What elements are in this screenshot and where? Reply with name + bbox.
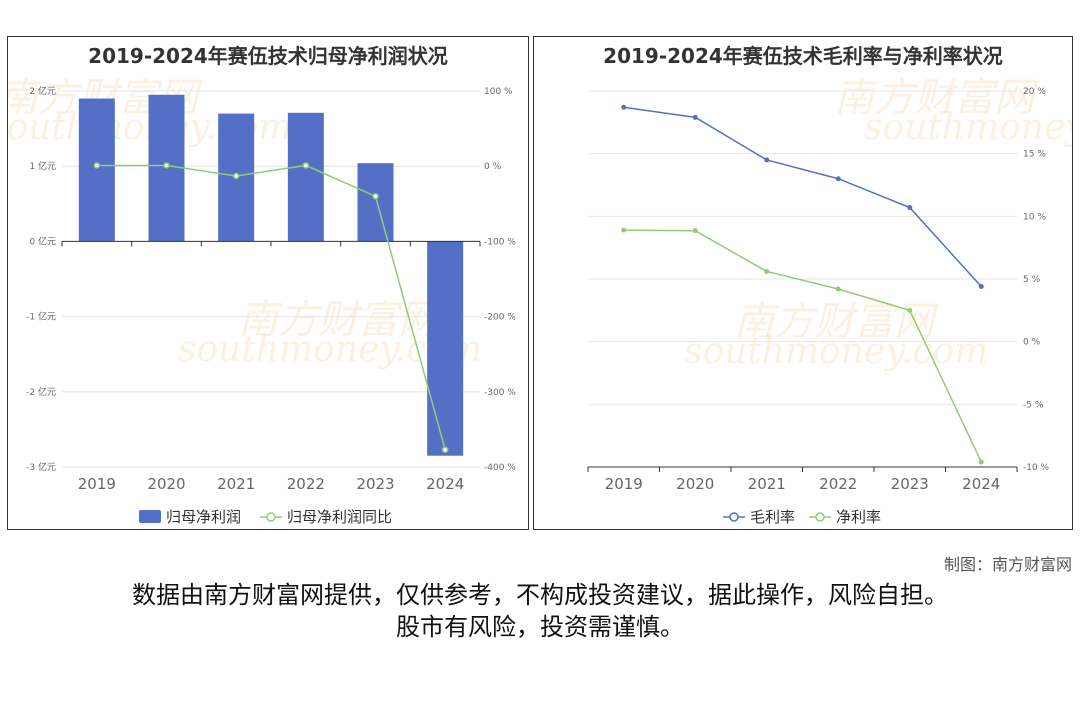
bar-net-profit xyxy=(78,98,115,242)
point-gross-margin xyxy=(978,284,984,290)
x-axis-category-label: 2023 xyxy=(356,475,394,493)
right-axis-tick-label: 0 % xyxy=(484,162,502,172)
left-axis-tick-label: 2 亿元 xyxy=(29,85,56,97)
line-gross-margin xyxy=(623,106,982,288)
right-axis-tick-label: -10 % xyxy=(1023,463,1050,473)
x-axis-category-label: 2022 xyxy=(819,475,857,493)
x-axis-category-label: 2020 xyxy=(147,475,185,493)
left-axis-tick-label: 0 亿元 xyxy=(29,235,56,247)
point-yoy-growth xyxy=(441,446,449,453)
line-yoy-growth xyxy=(96,164,446,450)
chart-title: 2019-2024年赛伍技术毛利率与净利率状况 xyxy=(603,44,1003,68)
point-gross-margin xyxy=(692,114,698,120)
legend-line-marker xyxy=(815,512,825,522)
point-yoy-growth xyxy=(232,172,240,180)
x-axis-category-label: 2019 xyxy=(605,475,643,493)
chart-credit: 制图：南方财富网 xyxy=(943,555,1072,574)
right-axis-tick-label: 10 % xyxy=(1023,212,1046,222)
bar-net-profit xyxy=(357,163,394,242)
net-profit-chart-panel: 南方财富网 southmoney.com 南方财富网 southmoney.co… xyxy=(7,36,529,530)
point-gross-margin xyxy=(907,205,913,211)
right-axis-tick-label: 15 % xyxy=(1023,150,1046,160)
right-axis-tick-label: 5 % xyxy=(1023,275,1041,285)
right-axis-tick-label: 20 % xyxy=(1023,87,1046,97)
margin-chart: 20 % 15 % 10 % 5 % 0 % -5 % -10 % 2019 2020 2021 2… xyxy=(587,87,1050,526)
x-axis-category-label: 2022 xyxy=(287,475,325,493)
disclaimer-line-2: 股市有风险，投资需谨慎。 xyxy=(396,613,684,641)
x-axis-category-label: 2024 xyxy=(426,475,464,493)
point-yoy-growth xyxy=(163,162,170,169)
right-axis-tick-label: -5 % xyxy=(1023,400,1044,410)
chart-title: 2019-2024年赛伍技术归母净利润状况 xyxy=(88,44,448,68)
point-net-margin xyxy=(621,227,627,233)
right-axis-tick-label: 0 % xyxy=(1023,338,1041,348)
disclaimer: 数据由南方财富网提供，仅供参考，不构成投资建议，据此操作，风险自担。 股市有风险… xyxy=(0,579,1080,643)
x-axis-category-label: 2021 xyxy=(748,475,786,493)
right-axis-tick-label: -200 % xyxy=(484,313,516,323)
disclaimer-line-1: 数据由南方财富网提供，仅供参考，不构成投资建议，据此操作，风险自担。 xyxy=(132,581,948,609)
line-net-margin xyxy=(623,229,982,463)
point-gross-margin xyxy=(764,157,770,163)
legend-line-marker xyxy=(266,512,276,522)
left-axis-tick-label: -1 亿元 xyxy=(26,311,56,323)
point-net-margin xyxy=(978,459,984,465)
point-net-margin xyxy=(907,307,913,313)
left-axis-tick-label: -3 亿元 xyxy=(26,461,56,473)
legend-label: 归母净利润同比 xyxy=(287,508,392,526)
right-axis-tick-label: -300 % xyxy=(484,388,516,398)
point-net-margin xyxy=(835,286,841,292)
x-axis-category-label: 2023 xyxy=(891,475,929,493)
point-net-margin xyxy=(692,228,698,234)
point-gross-margin xyxy=(835,176,841,182)
x-axis-category-label: 2024 xyxy=(962,475,1000,493)
right-axis-tick-label: -100 % xyxy=(484,237,516,247)
bar-net-profit xyxy=(287,112,324,242)
x-axis-category-label: 2019 xyxy=(78,475,116,493)
point-net-margin xyxy=(764,268,770,274)
point-gross-margin xyxy=(621,104,627,110)
bar-net-profit xyxy=(427,241,464,456)
point-yoy-growth xyxy=(302,162,310,169)
net-profit-chart: 2 亿元 1 亿元 0 亿元 -1 亿元 -2 亿元 -3 亿元 100 % 0 % -100 … xyxy=(26,85,516,526)
legend-label: 毛利率 xyxy=(750,508,795,526)
margin-chart-panel: 南方财富网 southmoney.com 南方财富网 southmoney.co… xyxy=(533,36,1073,530)
right-axis-tick-label: -400 % xyxy=(484,463,516,473)
point-yoy-growth xyxy=(372,193,379,200)
right-axis-tick-label: 100 % xyxy=(484,87,513,97)
left-axis-tick-label: -2 亿元 xyxy=(26,386,56,398)
legend-label: 净利率 xyxy=(836,508,881,526)
x-axis-category-label: 2021 xyxy=(217,475,255,493)
left-axis-tick-label: 1 亿元 xyxy=(29,160,56,172)
point-yoy-growth xyxy=(93,162,101,169)
legend-line-marker xyxy=(729,512,739,522)
x-axis-category-label: 2020 xyxy=(676,475,714,493)
legend-label: 归母净利润 xyxy=(166,508,241,526)
legend-bar-swatch xyxy=(139,510,161,523)
